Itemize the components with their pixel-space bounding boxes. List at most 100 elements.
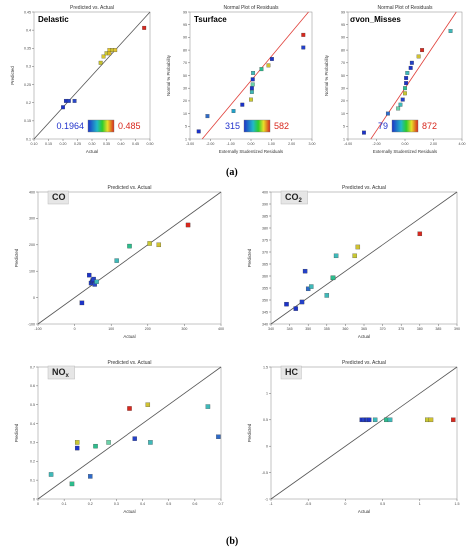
nox-chart: Predicted vs. Actual 0 0.1 0.2 0.3 0.4 0.5 0.6 0… bbox=[14, 360, 224, 514]
x-tick-label: 0.40 bbox=[118, 142, 125, 146]
data-point bbox=[403, 86, 407, 91]
y-tick-label: 0 bbox=[33, 296, 35, 300]
data-point bbox=[127, 406, 132, 411]
data-point bbox=[355, 244, 361, 250]
y-tick-label: 1 bbox=[185, 137, 187, 141]
data-point bbox=[147, 241, 152, 246]
y-tick-label: 400 bbox=[29, 190, 35, 194]
data-point bbox=[72, 98, 77, 103]
x-tick-label: -0.5 bbox=[305, 502, 311, 506]
panel-label: Delastic bbox=[38, 15, 69, 24]
x-tick-label: 100 bbox=[108, 327, 114, 331]
data-point bbox=[231, 109, 236, 113]
data-point bbox=[428, 417, 434, 423]
data-point bbox=[240, 102, 245, 107]
y-tick-label: 5 bbox=[185, 125, 187, 129]
data-point bbox=[87, 272, 92, 278]
y-tick-label: 50 bbox=[183, 74, 187, 78]
x-tick-label: 0.00 bbox=[402, 142, 409, 146]
data-point bbox=[156, 242, 162, 248]
panel-label-bg bbox=[280, 365, 302, 380]
chart-title: Predicted vs. Actual bbox=[70, 5, 114, 11]
x-tick-label: 370 bbox=[380, 327, 386, 331]
data-point bbox=[94, 279, 99, 284]
data-point bbox=[301, 32, 306, 37]
y-tick-label: 0.7 bbox=[30, 365, 35, 369]
y-tick-label: 0.45 bbox=[24, 10, 31, 14]
x-tick-label: 0.45 bbox=[132, 142, 139, 146]
data-point bbox=[384, 417, 389, 423]
data-point bbox=[404, 81, 409, 86]
x-axis-label: Actual bbox=[358, 509, 370, 514]
y-tick-label: 0.15 bbox=[24, 119, 31, 123]
x-tick-label: 2.00 bbox=[430, 142, 437, 146]
vonmises-chart: Normal Plot of Residuals -4.00 -2.00 0.00 2.… bbox=[324, 5, 466, 154]
y-tick-label: 0.3 bbox=[26, 65, 31, 69]
y-tick-label: 400 bbox=[262, 190, 268, 194]
colorbar-max-label: 582 bbox=[274, 121, 289, 131]
y-tick-label: 90 bbox=[341, 36, 345, 40]
x-tick-label: 0 bbox=[344, 502, 346, 506]
y-tick-label: 0 bbox=[33, 497, 35, 501]
panel-label-bg bbox=[47, 190, 69, 205]
caption-a: (a) bbox=[226, 167, 238, 178]
y-axis-label: Predicted bbox=[247, 248, 252, 267]
x-tick-label: 4.00 bbox=[459, 142, 466, 146]
y-axis-label: Normal % Probability bbox=[324, 54, 329, 96]
panel-label: Tsurface bbox=[194, 15, 227, 24]
plot-area bbox=[189, 11, 313, 140]
x-tick-label: 0.4 bbox=[140, 502, 145, 506]
x-tick-label: 0.5 bbox=[166, 502, 171, 506]
data-point bbox=[205, 114, 210, 119]
panel-label: NOx bbox=[52, 367, 70, 379]
data-point bbox=[451, 417, 456, 423]
data-point bbox=[385, 111, 390, 116]
data-point bbox=[74, 445, 80, 451]
data-point bbox=[148, 440, 153, 445]
hc-chart: Predicted vs. Actual -1 -0.5 0 0.5 1 1.5 -1 -0.5… bbox=[247, 360, 460, 514]
x-tick-label: -3.00 bbox=[186, 142, 194, 146]
data-point bbox=[79, 300, 85, 306]
x-tick-label: -100 bbox=[34, 327, 41, 331]
data-point bbox=[196, 129, 201, 134]
colorbar-min-label: 315 bbox=[225, 121, 240, 131]
y-tick-label: 370 bbox=[262, 250, 268, 254]
panel-label: CO bbox=[52, 192, 66, 202]
y-tick-label: 355 bbox=[262, 286, 268, 290]
y-axis-label: Predicted bbox=[14, 423, 19, 442]
y-tick-label: 350 bbox=[262, 298, 268, 302]
x-tick-label: 0.1 bbox=[62, 502, 67, 506]
data-point bbox=[88, 474, 93, 479]
data-point bbox=[69, 481, 75, 487]
chart-title: Predicted vs. Actual bbox=[108, 185, 152, 191]
panel-label-bg bbox=[47, 365, 75, 380]
y-tick-label: 0.4 bbox=[30, 422, 35, 426]
x-tick-label: 0.6 bbox=[192, 502, 197, 506]
data-point bbox=[333, 253, 339, 259]
chart-title: Predicted vs. Actual bbox=[342, 360, 386, 366]
x-tick-label: -4.00 bbox=[344, 142, 352, 146]
co2-chart: Predicted vs. Actual 340 345 350 355 360 365 37… bbox=[247, 185, 460, 339]
data-point bbox=[114, 258, 119, 263]
colorbar-max-label: 0.485 bbox=[118, 121, 141, 131]
y-axis-label: Predicted bbox=[247, 423, 252, 442]
chart-title: Normal Plot of Residuals bbox=[223, 5, 279, 11]
x-tick-label: 0.10 bbox=[31, 142, 38, 146]
data-point bbox=[132, 436, 137, 441]
data-point bbox=[301, 45, 306, 50]
x-tick-label: 380 bbox=[417, 327, 423, 331]
data-point bbox=[91, 276, 96, 282]
x-tick-label: 350 bbox=[305, 327, 311, 331]
tsurface-chart: Normal Plot of Residuals -3.00 -2.00 -1.00 0… bbox=[166, 5, 316, 154]
x-axis-label: Actual bbox=[86, 149, 98, 154]
x-tick-label: 0.5 bbox=[380, 502, 385, 506]
reference-line bbox=[33, 11, 151, 140]
data-point bbox=[366, 417, 372, 423]
y-tick-label: 0.4 bbox=[26, 28, 31, 32]
y-tick-label: 0.6 bbox=[30, 384, 35, 388]
data-point bbox=[250, 77, 255, 82]
x-tick-label: 385 bbox=[435, 327, 441, 331]
y-tick-label: 99 bbox=[183, 10, 187, 14]
x-tick-label: 0.50 bbox=[147, 142, 154, 146]
y-tick-label: 0.25 bbox=[24, 83, 31, 87]
